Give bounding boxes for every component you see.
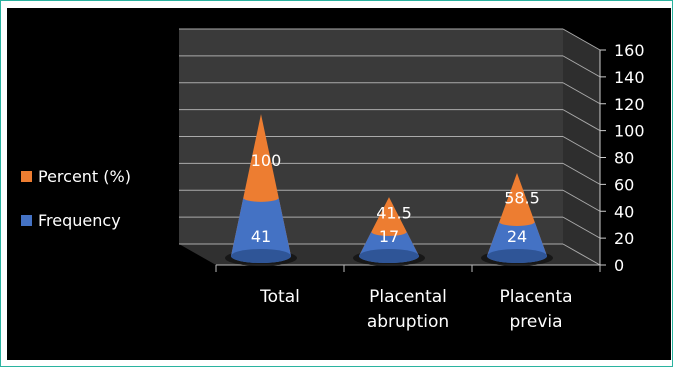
legend-label-percent: Percent (%) (38, 166, 131, 186)
legend-item-frequency: Frequency (21, 207, 131, 233)
legend-swatch-frequency (21, 214, 32, 226)
y-tick-label: 120 (614, 95, 645, 114)
data-label-frequency: 24 (507, 227, 527, 246)
x-category-label: previa (509, 312, 562, 332)
cone-base (487, 249, 547, 263)
cone-base (231, 249, 291, 263)
gridline-side (562, 28, 601, 51)
gridline-side (562, 55, 601, 78)
y-tick-label: 0 (614, 256, 624, 275)
gridline-side (562, 216, 601, 239)
gridline-side (562, 136, 601, 158)
y-tick-label: 160 (614, 41, 645, 60)
data-label-percent: 100 (251, 151, 282, 170)
x-axis-labels: Total Placental abruption Placenta previa (259, 287, 572, 332)
data-labels: 41 100 17 41.5 24 58.5 (251, 151, 540, 246)
gridline-side (562, 82, 601, 105)
gridline-side (562, 243, 601, 266)
x-category-label: Placenta (499, 287, 572, 307)
gridline-side (562, 109, 601, 132)
legend-swatch-percent (21, 170, 32, 182)
cone-frequency (231, 197, 291, 263)
x-category-label: abruption (367, 312, 449, 332)
data-label-percent: 58.5 (504, 188, 540, 207)
gridline-side (562, 162, 601, 185)
cones (225, 114, 553, 266)
cone-chart: 0 20 40 60 80 100 120 140 160 Total Placental abru… (179, 28, 645, 332)
y-tick-label: 80 (614, 149, 634, 168)
y-tick-label: 60 (614, 175, 634, 194)
plot-area: 0 20 40 60 80 100 120 140 160 Total Placental abru… (7, 8, 671, 360)
y-axis: 0 20 40 60 80 100 120 140 160 (215, 41, 645, 275)
legend: Percent (%) Frequency (21, 163, 131, 251)
y-tick-label: 40 (614, 202, 634, 221)
data-label-percent: 41.5 (376, 204, 412, 223)
legend-item-percent: Percent (%) (21, 163, 131, 189)
y-tick-label: 100 (614, 122, 645, 141)
cone-base (359, 249, 419, 263)
gridline-side (562, 189, 601, 212)
y-tick-label: 140 (614, 68, 645, 87)
y-tick-label: 20 (614, 229, 634, 248)
data-label-frequency: 17 (379, 227, 399, 246)
legend-label-frequency: Frequency (38, 210, 121, 230)
data-label-frequency: 41 (251, 227, 271, 246)
gridlines (179, 28, 601, 266)
x-category-label: Placental (369, 287, 447, 307)
x-category-label: Total (259, 287, 300, 307)
